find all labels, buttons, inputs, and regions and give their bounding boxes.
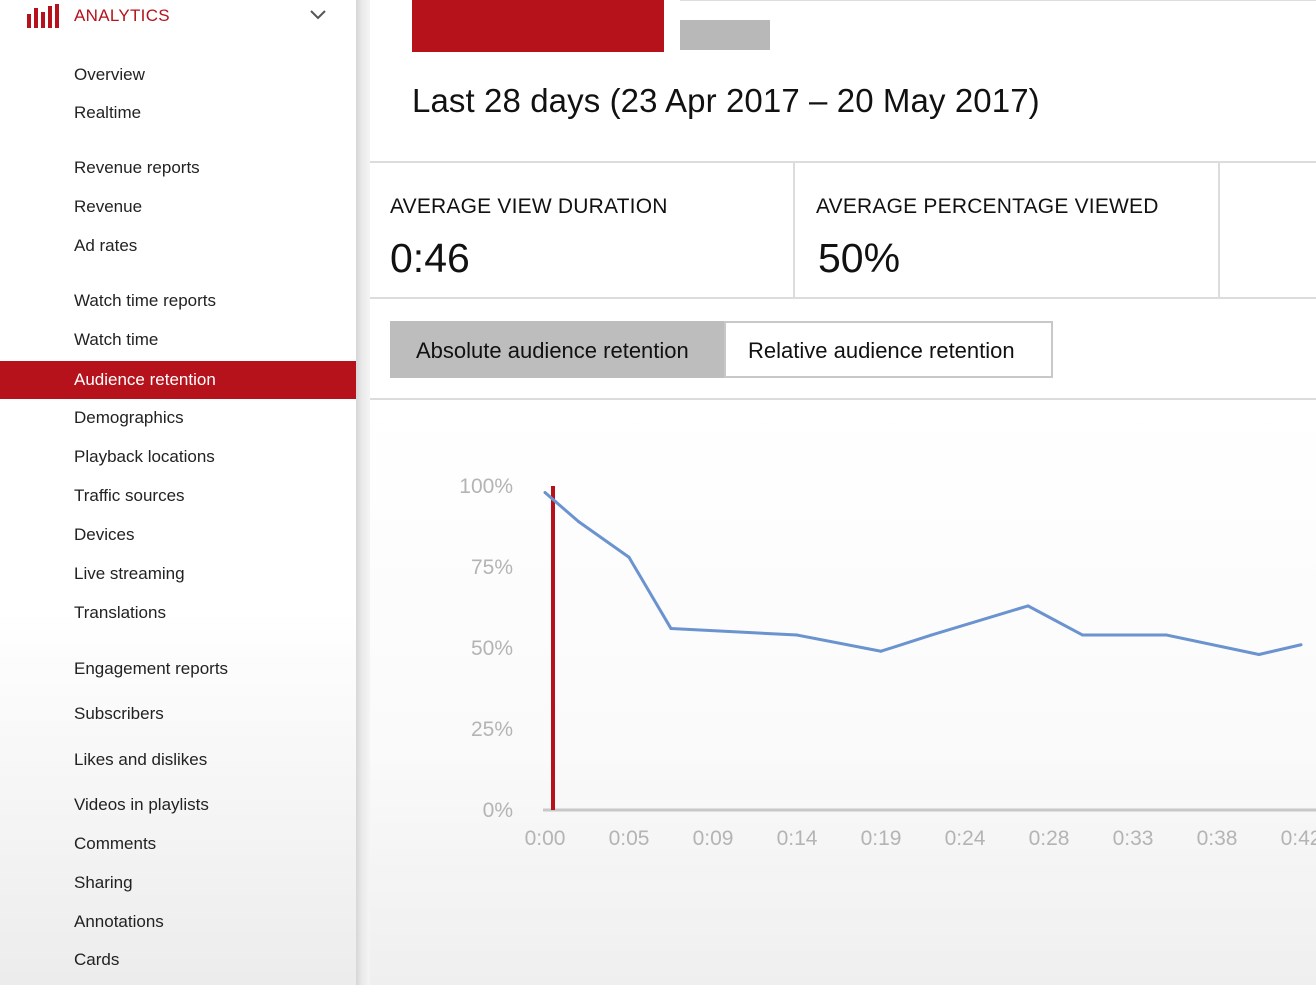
sidebar-item-ad-rates[interactable]: Ad rates: [74, 236, 138, 255]
date-range-title: Last 28 days (23 Apr 2017 – 20 May 2017): [412, 82, 1040, 119]
sidebar-item-playback-locations[interactable]: Playback locations: [74, 447, 215, 466]
retention-point: [879, 649, 883, 653]
analytics-title: ANALYTICS: [74, 6, 170, 25]
metric-label: AVERAGE VIEW DURATION: [390, 195, 668, 218]
toolbar-divider: [370, 398, 1316, 400]
y-tick-label: 50%: [471, 637, 513, 660]
retention-point: [669, 627, 673, 631]
sidebar-item-watch-time[interactable]: Watch time: [74, 330, 159, 349]
retention-point: [627, 555, 631, 559]
sidebar-item-realtime[interactable]: Realtime: [74, 103, 142, 122]
sidebar-divider: [356, 0, 370, 985]
absolute-retention-button[interactable]: Absolute audience retention: [390, 321, 724, 378]
x-tick-label: 0:00: [525, 827, 566, 850]
metric-average-view-duration: AVERAGE VIEW DURATION 0:46: [370, 163, 795, 297]
x-tick-label: 0:24: [945, 827, 986, 850]
sidebar-item-audience-retention[interactable]: Audience retention: [0, 361, 356, 399]
sidebar-item-engagement-reports[interactable]: Engagement reports: [74, 659, 229, 678]
y-tick-label: 0%: [483, 799, 513, 822]
retention-point: [1165, 633, 1169, 637]
sidebar: ANALYTICS Overview Realtime Revenue report…: [0, 0, 356, 985]
retention-point: [543, 490, 547, 494]
x-tick-label: 0:38: [1197, 827, 1238, 850]
sidebar-item-watch-time-reports[interactable]: Watch time reports: [74, 291, 217, 310]
main-content: Last 28 days (23 Apr 2017 – 20 May 2017)…: [370, 0, 1316, 985]
chevron-down-icon[interactable]: [309, 8, 327, 22]
metrics-row: AVERAGE VIEW DURATION 0:46 AVERAGE PERCE…: [370, 161, 1316, 299]
sidebar-item-live-streaming[interactable]: Live streaming: [74, 564, 185, 583]
x-tick-label: 0:19: [861, 827, 902, 850]
x-tick-label: 0:14: [777, 827, 818, 850]
x-tick-label: 0:05: [609, 827, 650, 850]
analytics-header[interactable]: ANALYTICS: [0, 0, 356, 34]
metric-value: 50%: [818, 235, 901, 281]
analytics-bars-icon: [27, 4, 59, 28]
metric-average-percentage-viewed: AVERAGE PERCENTAGE VIEWED 50%: [795, 163, 1220, 297]
chart-background: [370, 400, 1316, 985]
retention-point: [1026, 604, 1030, 608]
sidebar-item-devices[interactable]: Devices: [74, 525, 135, 544]
retention-point: [795, 633, 799, 637]
header-gray-block: [680, 20, 770, 50]
sidebar-item-cards[interactable]: Cards: [74, 950, 120, 969]
sidebar-item-revenue-reports[interactable]: Revenue reports: [74, 158, 200, 177]
retention-point: [577, 520, 581, 524]
sidebar-item-revenue[interactable]: Revenue: [74, 197, 143, 216]
metric-value: 0:46: [390, 235, 470, 281]
retention-point: [1257, 652, 1261, 656]
retention-point: [1081, 633, 1085, 637]
sidebar-item-subscribers[interactable]: Subscribers: [74, 704, 164, 723]
sidebar-item-demographics[interactable]: Demographics: [74, 408, 184, 427]
y-tick-label: 100%: [459, 475, 513, 498]
sidebar-item-annotations[interactable]: Annotations: [74, 912, 164, 931]
sidebar-item-likes-and-dislikes[interactable]: Likes and dislikes: [74, 750, 208, 769]
header-red-block: [412, 0, 664, 52]
x-tick-label: 0:09: [693, 827, 734, 850]
sidebar-item-sharing[interactable]: Sharing: [74, 873, 133, 892]
x-tick-label: 0:28: [1029, 827, 1070, 850]
y-tick-label: 25%: [471, 718, 513, 741]
retention-point: [929, 633, 933, 637]
sidebar-item-overview[interactable]: Overview: [74, 65, 145, 84]
retention-toggle: Absolute audience retention Relative aud…: [390, 321, 1053, 378]
relative-retention-button[interactable]: Relative audience retention: [724, 321, 1053, 378]
retention-point: [1299, 643, 1303, 647]
retention-line: [544, 491, 1302, 656]
sidebar-item-videos-in-playlists[interactable]: Videos in playlists: [74, 795, 209, 814]
metric-label: AVERAGE PERCENTAGE VIEWED: [816, 195, 1159, 218]
x-tick-label: 0:42: [1281, 827, 1316, 850]
sidebar-item-traffic-sources[interactable]: Traffic sources: [74, 486, 185, 505]
y-tick-label: 75%: [471, 556, 513, 579]
top-divider: [680, 0, 1316, 1]
audience-retention-chart: 100% 75% 50% 25% 0% 0:00 0:05 0:09 0:14 0:19 0:24 0…: [459, 475, 1316, 850]
x-tick-label: 0:33: [1113, 827, 1154, 850]
sidebar-item-comments[interactable]: Comments: [74, 834, 157, 853]
sidebar-item-translations[interactable]: Translations: [74, 603, 166, 622]
